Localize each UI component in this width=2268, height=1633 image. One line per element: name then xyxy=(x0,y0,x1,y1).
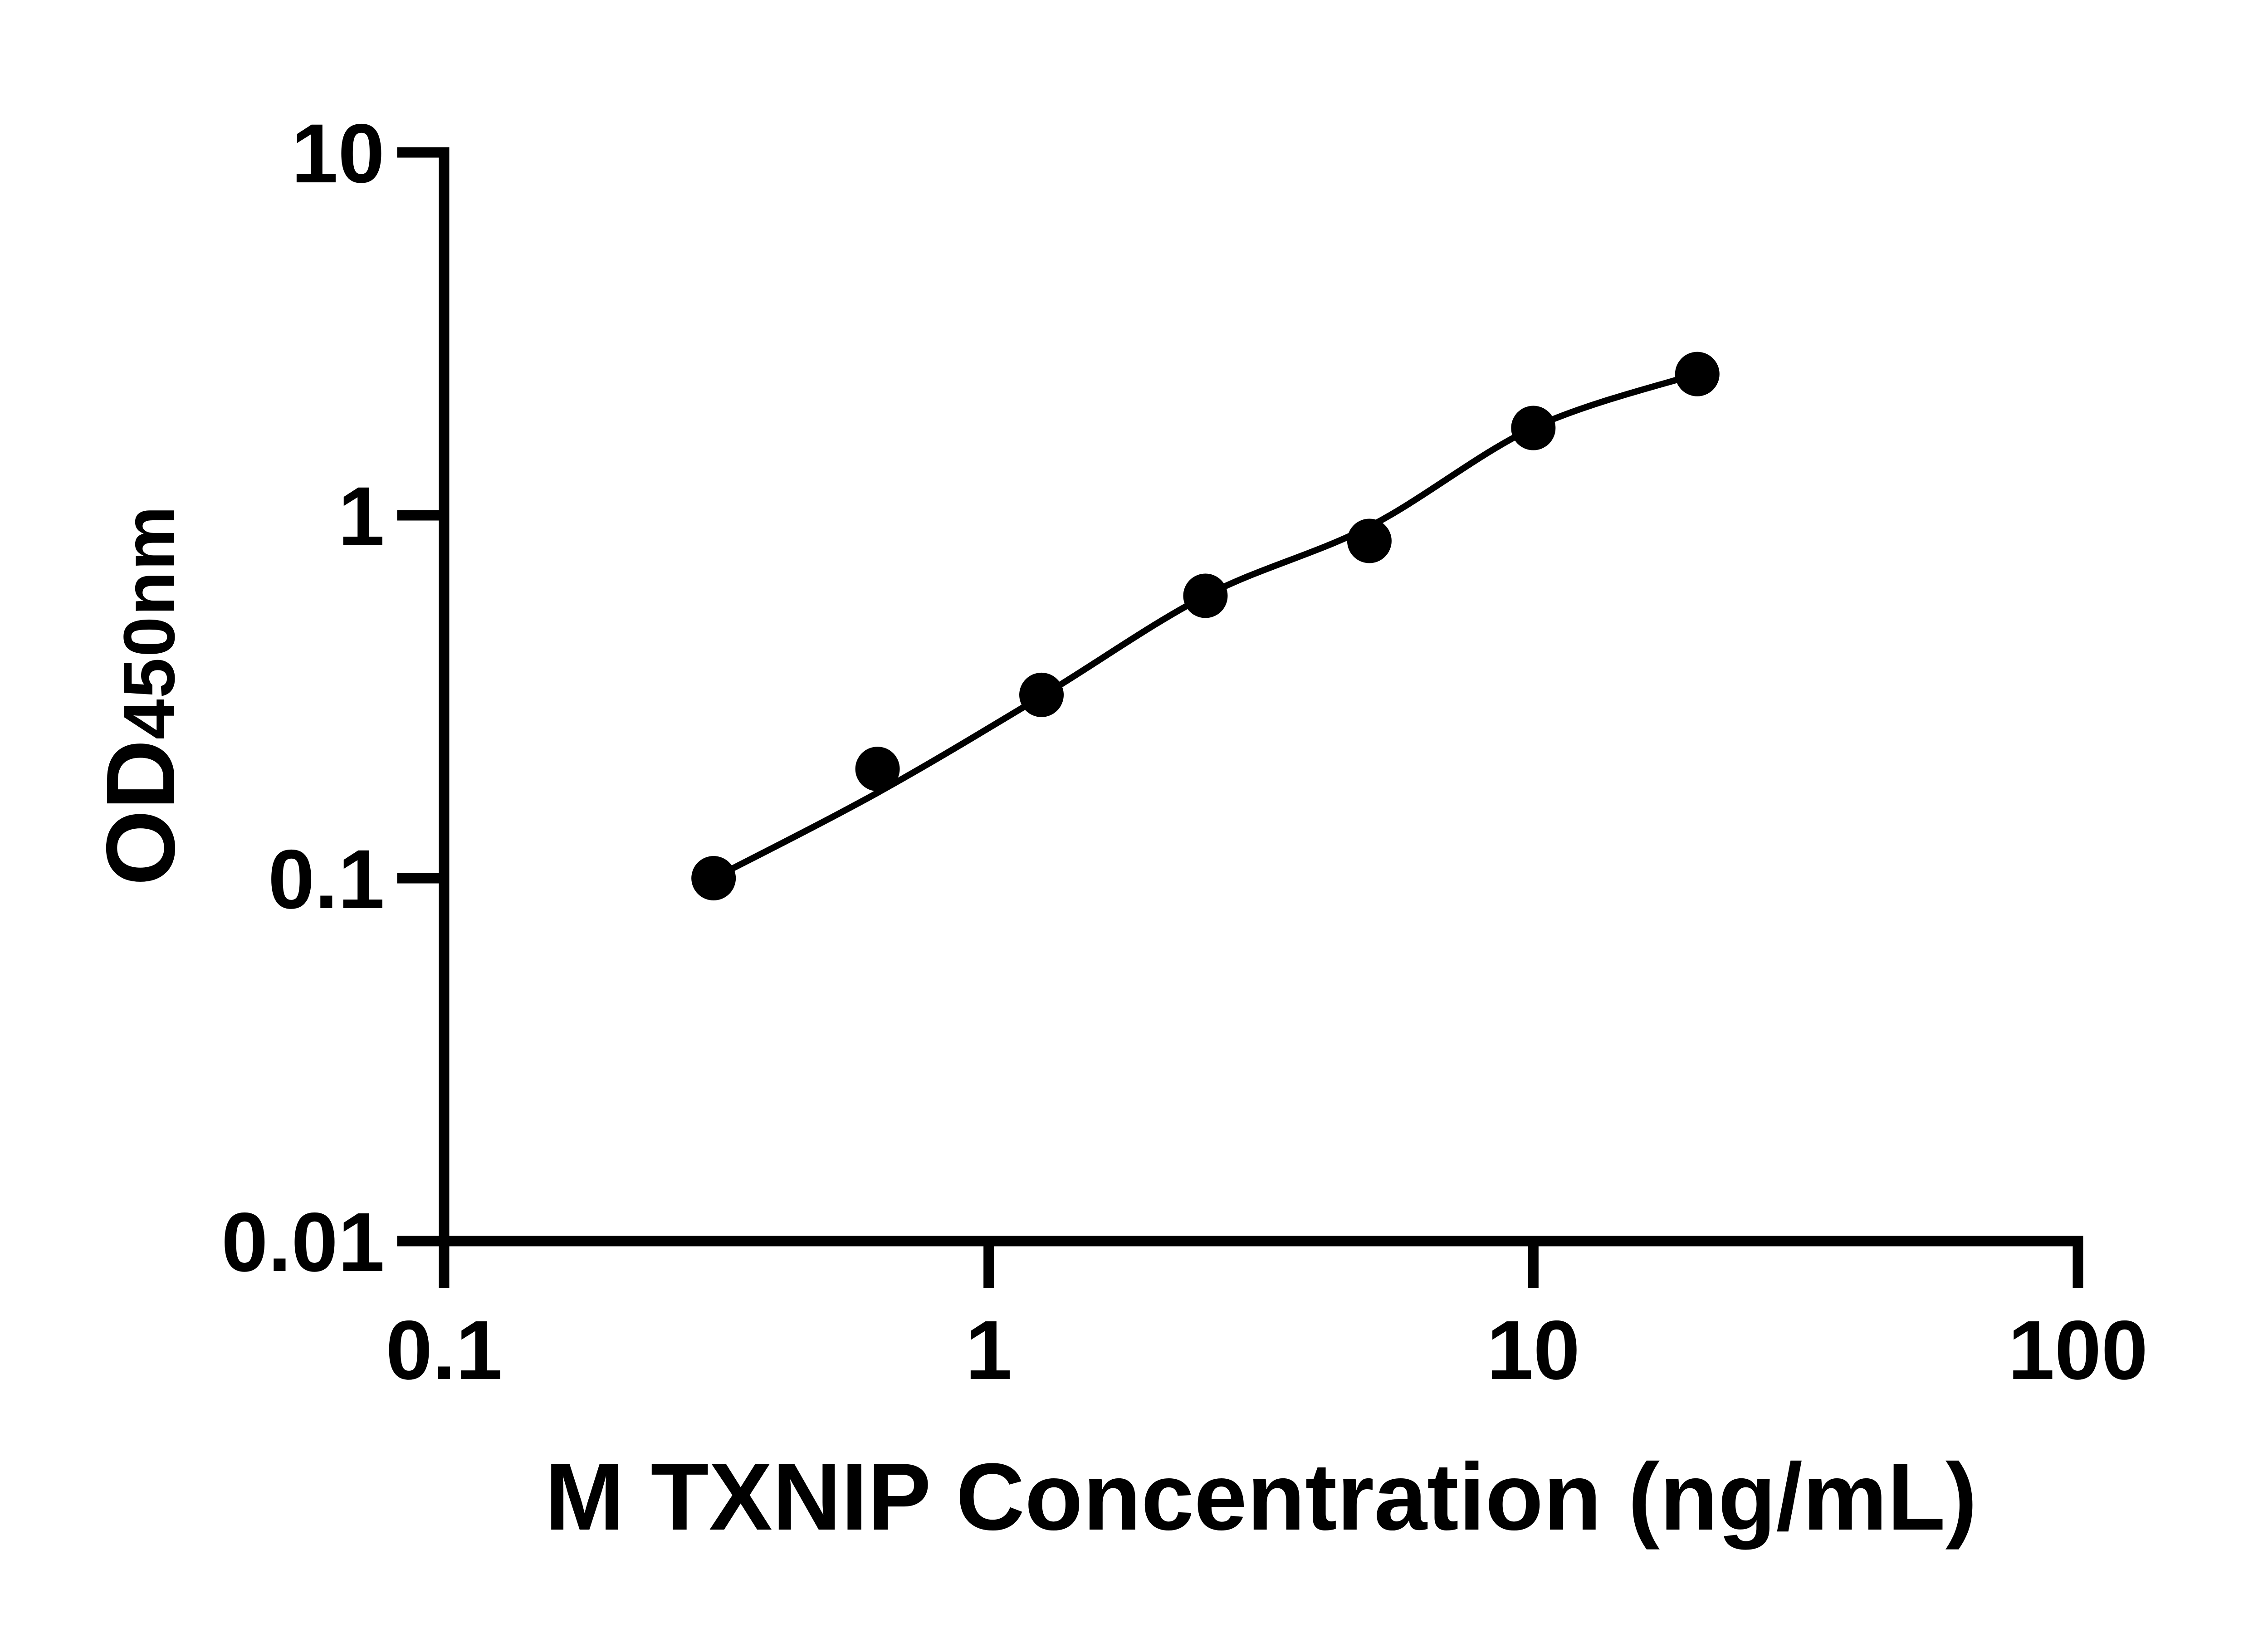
x-tick-label: 0.1 xyxy=(386,1304,502,1397)
data-point xyxy=(1183,573,1228,618)
y-tick-label: 0.01 xyxy=(221,1196,385,1289)
data-point xyxy=(1675,352,1720,396)
x-axis-title: M TXNIP Concentration (ng/mL) xyxy=(545,1443,1977,1550)
x-tick-label: 100 xyxy=(2008,1304,2148,1397)
y-tick-label: 1 xyxy=(338,470,385,563)
data-point xyxy=(691,856,736,900)
data-point xyxy=(855,747,900,792)
y-axis-title-main: OD xyxy=(86,739,195,886)
fit-curve xyxy=(712,371,1698,881)
data-point xyxy=(1019,672,1064,717)
data-point xyxy=(1347,518,1392,563)
x-tick-label: 10 xyxy=(1486,1304,1580,1397)
y-tick-label: 10 xyxy=(291,107,385,200)
y-axis-title: OD450nm xyxy=(68,332,213,1058)
x-tick-label: 1 xyxy=(965,1304,1012,1397)
data-point xyxy=(1511,406,1556,450)
y-tick-label: 0.1 xyxy=(268,833,385,926)
y-axis-title-sub: 450nm xyxy=(108,505,190,740)
